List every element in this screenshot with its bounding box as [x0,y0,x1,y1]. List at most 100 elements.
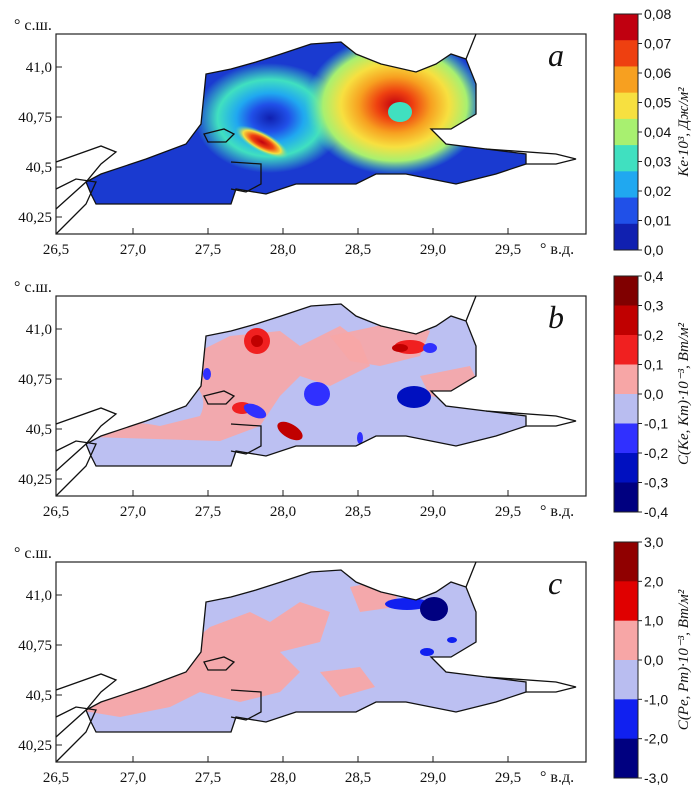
lat-axis-label: ° с.ш. [14,279,52,296]
lon-tick-label: 27,5 [195,504,221,520]
coastline-island [203,128,236,143]
coastline-southPenin [230,423,262,455]
coastline-bosphorus [465,295,477,322]
coastline-southPenin [230,689,262,721]
colorbar-tick-label: 0,1 [644,357,664,373]
sea-outline [85,303,527,467]
coastline-westCoast [55,407,118,472]
panel-a: 41,0 40,75 40,5 40,25 26,5 27,0 27,5 28,0 28,5 29… [0,0,699,266]
lat-tick-label: 40,25 [18,738,52,754]
colorbar-segment [614,423,638,454]
lon-tick-label: 26,5 [43,504,69,520]
lon-tick-label: 29,5 [495,504,521,520]
colorbar-tick-label: -2,0 [644,731,668,747]
colorbar-segment [614,699,638,740]
lon-tick-label: 27,0 [120,242,146,258]
colorbar-title: Ke·10³, Дж/м² [676,87,692,178]
coastline-westCoast [55,145,118,210]
colorbar-tick-label: 2,0 [644,573,664,589]
coastline-westLower [55,440,97,497]
colorbar-segment [614,660,638,700]
coastline-westCoast [55,673,118,738]
colorbar-segment [614,453,638,483]
lat-tick-label: 40,25 [18,210,52,226]
colorbar-segment [614,542,638,582]
colorbar-segment [614,197,638,225]
lon-tick-label: 29,5 [495,242,521,258]
colorbar-segment [614,92,638,120]
lon-axis-label: ° в.д. [540,769,574,786]
colorbar-tick-label: 0,06 [644,65,671,81]
lon-tick-label: 27,0 [120,770,146,786]
lon-tick-label: 28,5 [345,770,371,786]
coastline-southPenin [230,161,262,193]
panel-a-svg: 41,0 40,75 40,5 40,25 26,5 27,0 27,5 28,0 28,5 29… [14,6,692,258]
colorbar-tick-label: -0,4 [644,504,668,520]
panel-letter: a [548,37,564,73]
colorbar-segment [614,276,638,306]
colorbar-tick-label: 0,4 [644,268,664,284]
colorbar-segment [614,335,638,365]
colorbar-tick-label: 0,04 [644,124,671,140]
panel-c: 41,0 40,75 40,5 40,25 26,5 27,0 27,5 28,0 28,5 29… [0,532,699,798]
lon-tick-label: 27,5 [195,242,221,258]
colorbar-tick-label: -0,1 [644,416,668,432]
colorbar-tick-label: 0,3 [644,298,664,314]
lon-tick-label: 26,5 [43,770,69,786]
lat-tick-label: 40,5 [26,160,52,176]
colorbar-segment [614,364,638,395]
coastline-bosphorus [465,561,477,588]
colorbar-tick-label: -0,3 [644,475,668,491]
colorbar-segment [614,482,638,513]
coastline-eastCoast [485,410,577,427]
colorbar-tick-label: 0,08 [644,6,671,22]
lon-tick-label: 26,5 [43,242,69,258]
colorbar-title: C(Ke, Km)·10⁻³, Вт/м² [676,322,692,465]
colorbar-tick-label: 0,07 [644,36,671,52]
lon-tick-label: 28,0 [270,770,296,786]
colorbar-segment [614,620,638,661]
colorbar-segment [614,223,638,251]
colorbar-title: C(Pe, Pm)·10⁻³, Вт/м² [676,589,692,730]
lat-tick-label: 40,75 [18,638,52,654]
panel-letter: c [548,565,562,601]
colorbar-segment [614,305,638,336]
colorbar-tick-label: 0,0 [644,242,664,258]
colorbar-tick-label: -1,0 [644,691,668,707]
lat-tick-label: 40,75 [18,372,52,388]
colorbar-segment [614,118,638,146]
lon-tick-label: 28,5 [345,504,371,520]
colorbar-tick-label: 3,0 [644,534,664,550]
coastline-westLower [55,178,97,235]
coastline-eastCoast [485,676,577,693]
lon-tick-label: 27,5 [195,770,221,786]
lon-tick-label: 29,0 [420,504,446,520]
lat-tick-label: 41,0 [26,60,52,76]
lon-tick-label: 29,5 [495,770,521,786]
colorbar-segment [614,40,638,67]
lon-tick-label: 29,0 [420,770,446,786]
colorbar-segment [614,738,638,779]
colorbar-segment [614,394,638,424]
coastline-island [203,656,236,671]
panel-b-svg: 41,0 40,75 40,5 40,25 26,5 27,0 27,5 28,0 28,5 29… [14,268,692,520]
panel-letter: b [548,299,564,335]
coastline-eastCoast [485,148,577,165]
panel-c-svg: 41,0 40,75 40,5 40,25 26,5 27,0 27,5 28,0 28,5 29… [14,534,692,786]
lon-tick-label: 28,0 [270,504,296,520]
colorbar-segment [614,145,638,172]
lat-tick-label: 40,5 [26,688,52,704]
lon-axis-label: ° в.д. [540,241,574,258]
colorbar-tick-label: -0,2 [644,445,668,461]
lon-tick-label: 29,0 [420,242,446,258]
lat-tick-label: 40,25 [18,472,52,488]
lat-tick-label: 41,0 [26,588,52,604]
colorbar-tick-label: -3,0 [644,770,668,786]
lat-axis-label: ° с.ш. [14,17,52,34]
colorbar-segment [614,66,638,94]
coastline [55,33,577,235]
coastline-westLower [55,706,97,763]
coastline-island [203,390,236,405]
colorbar-tick-label: 0,2 [644,327,664,343]
sea-outline [85,569,527,733]
